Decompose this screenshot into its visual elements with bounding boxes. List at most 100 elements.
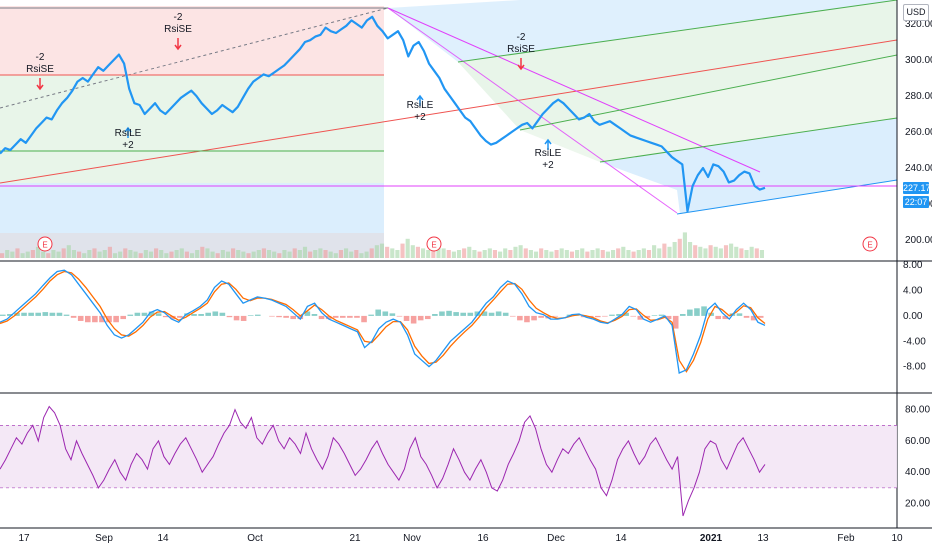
- histogram-bar: [672, 315, 679, 329]
- volume-bar: [210, 251, 215, 258]
- volume-bar: [266, 250, 272, 258]
- annotation-label: RsiLE: [407, 100, 434, 111]
- histogram-bar: [106, 315, 112, 323]
- time-tick: Feb: [837, 533, 855, 544]
- price-tick: 200.00: [905, 235, 932, 246]
- volume-bar: [92, 248, 97, 258]
- histogram-bar: [49, 312, 56, 316]
- volume-bar: [405, 238, 410, 258]
- zone-red: [0, 6, 384, 75]
- histogram-bar: [743, 315, 750, 318]
- annotation-label: RsiSE: [164, 24, 192, 35]
- volume-bar: [148, 251, 154, 258]
- volume-bar: [667, 246, 672, 258]
- volume-bar: [415, 246, 421, 258]
- volume-bar: [523, 248, 528, 258]
- volume-bar: [482, 250, 487, 258]
- rsi-band: [0, 425, 897, 488]
- volume-bar: [338, 250, 343, 258]
- time-tick: Sep: [95, 533, 113, 544]
- volume-bar: [225, 251, 231, 258]
- pitchfork-upper: [388, 0, 897, 62]
- volume-bar: [143, 250, 148, 258]
- time-tick: Oct: [247, 533, 263, 544]
- volume-bar: [693, 245, 698, 258]
- histogram-bar: [198, 314, 204, 316]
- up-arrow-icon: [416, 94, 424, 106]
- histogram-bar: [410, 315, 417, 324]
- macd-tick: -8.00: [903, 362, 926, 373]
- histogram-bar: [99, 315, 105, 323]
- volume-bar: [35, 246, 41, 258]
- time-tick: 13: [757, 533, 769, 544]
- volume-bar: [195, 250, 200, 258]
- volume-bar: [749, 246, 754, 258]
- volume-bar: [77, 251, 82, 258]
- annotation-label: RsiLE: [535, 148, 562, 159]
- time-axis[interactable]: 17 Sep 14 Oct 21 Nov 16 Dec 14 2021 13 Feb 10: [18, 533, 903, 544]
- annotation: RsiLE+2: [407, 94, 434, 123]
- volume-bar: [251, 251, 256, 258]
- volume-bar: [513, 246, 518, 258]
- volume-bar: [272, 251, 277, 258]
- volume-bar: [46, 253, 51, 258]
- volume-bar: [15, 248, 20, 258]
- volume-bar: [544, 250, 549, 258]
- volume-bar: [154, 248, 159, 258]
- histogram-bar: [162, 315, 169, 318]
- volume-bar: [333, 253, 338, 258]
- histogram-bar: [722, 315, 729, 320]
- volume-bar: [421, 248, 426, 258]
- volume-bar: [359, 253, 364, 258]
- volume-bar: [754, 248, 759, 258]
- price-axis[interactable]: 320.00300.00280.00260.00240.00220.00200.…: [903, 19, 932, 510]
- volume-bar: [687, 242, 693, 258]
- earnings-icon: [426, 236, 442, 252]
- volume-bar: [0, 253, 5, 258]
- earnings-icon: [37, 236, 53, 252]
- time-tick: 14: [615, 533, 627, 544]
- histogram-bar: [488, 312, 495, 316]
- volume-bar: [575, 250, 580, 258]
- histogram-bar: [382, 311, 389, 316]
- volume-bar: [200, 246, 205, 258]
- currency-button[interactable]: USD: [903, 4, 929, 21]
- annotation-label: +2: [122, 140, 134, 151]
- earnings-marker: E: [37, 236, 53, 252]
- volume-bar: [164, 253, 169, 258]
- histogram-bar: [375, 309, 381, 316]
- macd-tick: 0.00: [903, 311, 923, 322]
- time-tick: 21: [349, 533, 361, 544]
- histogram-bar: [21, 312, 27, 316]
- volume-bar: [297, 250, 302, 258]
- volume-bars: [0, 232, 764, 258]
- histogram-bar: [389, 313, 396, 316]
- volume-bar: [759, 250, 764, 258]
- rsi-line: [0, 405, 766, 517]
- volume-bar: [385, 246, 390, 258]
- rsi-tick: 80.00: [905, 405, 930, 416]
- histogram-bar: [134, 312, 141, 316]
- pitchfork-lower: [600, 118, 897, 214]
- volume-bar: [133, 251, 138, 258]
- volume-bar: [349, 251, 354, 258]
- pitchfork-median: [387, 7, 761, 173]
- histogram-bar: [481, 311, 488, 316]
- price-tick: 320.00: [905, 19, 932, 30]
- volume-bar: [308, 251, 313, 258]
- earnings-icon-label: E: [867, 241, 872, 250]
- histogram-bar: [446, 310, 452, 316]
- histogram-bar: [637, 315, 644, 320]
- volume-bar: [256, 250, 261, 258]
- histogram-bar: [538, 315, 544, 318]
- histogram-bar: [595, 315, 601, 318]
- volume-bar: [328, 251, 333, 258]
- histogram-bar: [120, 315, 126, 320]
- volume-bar: [585, 251, 590, 258]
- volume-bar: [508, 250, 513, 258]
- histogram-bar: [63, 314, 70, 316]
- up-arrow-icon: [544, 138, 552, 150]
- volume-bar: [10, 251, 15, 258]
- volume-bar: [569, 251, 575, 258]
